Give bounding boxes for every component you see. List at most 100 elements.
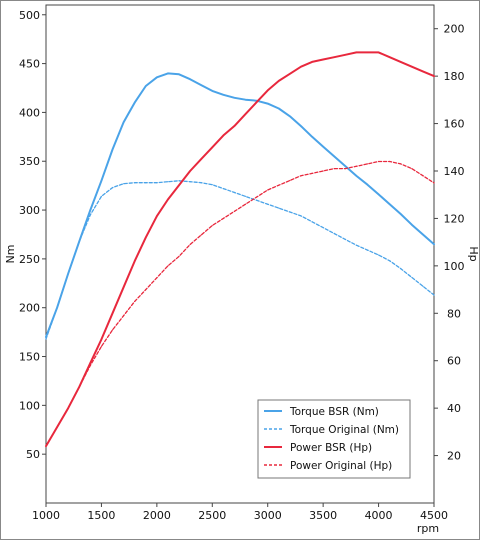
series-4-point [411, 168, 413, 170]
series-1-point [333, 155, 335, 157]
series-3-point [389, 56, 391, 58]
x-tick-label: 3000 [254, 509, 282, 522]
series-3-point [200, 158, 202, 160]
series-3-point [222, 134, 224, 137]
series-2-point [233, 191, 236, 194]
x-tick-label: 4000 [365, 509, 393, 522]
series-3-point [400, 61, 402, 63]
series-3-point [256, 101, 258, 103]
series-1-point [100, 180, 103, 182]
series-2-point [278, 207, 280, 209]
y-left-tick-label: 350 [19, 155, 40, 168]
series-2-point [167, 181, 169, 183]
series-3-point [123, 286, 125, 288]
series-2-point [123, 183, 125, 185]
series-1-point [377, 193, 380, 196]
series-2-point [289, 211, 291, 213]
series-2-point [300, 215, 302, 217]
series-4-point [300, 175, 302, 177]
series-4-point [222, 217, 224, 220]
y-left-tick-label: 450 [19, 58, 40, 71]
series-4-point [178, 255, 180, 257]
x-tick-label: 2500 [198, 509, 226, 522]
series-3-point [311, 61, 313, 63]
series-3-point [278, 80, 280, 82]
series-2-point [422, 285, 424, 287]
y-right-tick-label: 20 [447, 450, 461, 463]
y-left-tick-label: 400 [19, 106, 40, 119]
series-4-point [389, 160, 391, 163]
series-4-point [400, 163, 402, 165]
series-3-point [289, 73, 291, 75]
series-1-point [422, 233, 424, 236]
series-1-point [123, 121, 125, 123]
y-left-tick-label: 200 [19, 302, 40, 315]
series-line-2 [45, 180, 435, 340]
y-left-tick-label: 250 [19, 253, 40, 266]
series-4-point [211, 224, 213, 227]
series-3-point [244, 113, 247, 115]
series-2-point [411, 276, 413, 279]
series-1-point [233, 97, 236, 99]
series-3-point [111, 312, 114, 314]
y-right-tick-label: 120 [444, 212, 465, 225]
series-2-point [244, 195, 247, 197]
series-4-point [200, 234, 202, 236]
series-4-point [278, 184, 280, 186]
series-4-point [123, 315, 125, 317]
series-4-point [289, 179, 291, 182]
series-2-point [67, 272, 69, 275]
series-1-point [400, 213, 402, 215]
series-3-point [366, 51, 369, 54]
series-1-point [366, 184, 369, 186]
series-1-point [389, 203, 391, 205]
series-3-point [267, 89, 269, 91]
series-2-point [178, 180, 180, 182]
series-2-point [78, 240, 80, 242]
series-2-point [56, 307, 58, 309]
series-1-point [156, 76, 158, 78]
series-2-point [100, 195, 103, 197]
series-3-point [355, 51, 357, 54]
series-2-point [344, 238, 346, 240]
series-4-point [267, 189, 269, 191]
series-3-point [167, 198, 169, 201]
axes: 1000 1500 2000 2500 3000 3500 4000 4500 50 100 150… [4, 4, 480, 535]
series-2-point [111, 187, 114, 189]
series-1-point [189, 78, 191, 80]
y-left-tick-label: 50 [26, 448, 40, 461]
series-2-point [333, 232, 335, 235]
legend-label-3: Power BSR (Hp) [290, 442, 372, 454]
series-2-point [400, 268, 402, 270]
series-1-point [89, 209, 91, 211]
y-right-tick-label: 140 [444, 165, 465, 178]
series-line-1 [45, 72, 435, 338]
series-1-point [222, 94, 224, 96]
x-tick-label: 1500 [87, 509, 115, 522]
series-group [45, 51, 435, 448]
series-2-point [366, 249, 369, 251]
y-right-tick-label: 60 [447, 355, 461, 368]
series-1-point [289, 115, 291, 117]
series-3-point [145, 236, 147, 238]
series-2-point [134, 182, 136, 184]
series-line-4 [45, 160, 435, 447]
x-tick-label: 1000 [32, 509, 60, 522]
series-3-point [344, 54, 346, 56]
series-1-point [167, 72, 169, 74]
series-4-point [256, 196, 258, 198]
series-3-point [100, 338, 103, 340]
y-left-axis-title: Nm [4, 245, 17, 264]
series-1-point [311, 136, 313, 138]
series-3-point [89, 362, 91, 364]
series-3-point [422, 70, 424, 72]
series-1-point [200, 84, 202, 86]
series-2-point [256, 199, 258, 201]
series-4-point [422, 175, 424, 177]
series-4-point [322, 170, 324, 172]
series-4-point [355, 165, 357, 167]
series-3-point [411, 66, 413, 68]
y-right-tick-label: 160 [444, 118, 465, 131]
series-3-point [322, 58, 324, 61]
series-3-point [134, 260, 136, 262]
